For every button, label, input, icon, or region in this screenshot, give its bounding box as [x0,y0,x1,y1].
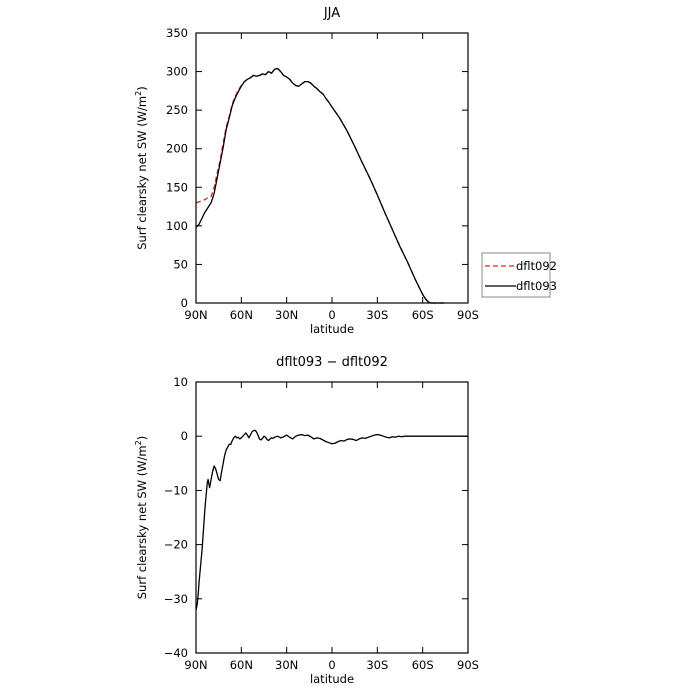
x-tick-label: 90N [184,658,207,672]
x-tick-label: 0 [328,658,335,672]
panel-1-title: dflt093 − dflt092 [276,355,388,370]
y-tick-label: 350 [166,26,188,40]
y-tick-label: −40 [164,646,188,660]
y-tick-label: −30 [164,592,188,606]
legend-label-dflt092: dflt092 [516,259,557,273]
y-axis-label-tail: ) [135,436,149,441]
x-tick-label: 90S [457,308,479,322]
top-panel-jja: JJA 90N 60N 30N 0 30S 60S 90S 0 50 100 150 200 250 300… [134,6,479,336]
y-axis-label-superscript: 2 [134,91,143,96]
x-axis-label: latitude [310,322,354,336]
bottom-panel-difference: dflt093 − dflt092 90N 60N 30N 0 30S 60S 90S −40 −… [134,355,479,686]
y-axis-label-superscript: 2 [134,440,143,445]
x-tick-label: 90S [457,658,479,672]
x-tick-label: 60N [230,658,253,672]
series-line-dflt093 [195,67,444,304]
y-tick-label: 150 [166,180,188,194]
x-tick-label: 60N [230,308,253,322]
x-tick-label: 60S [412,308,434,322]
x-tick-label: 90N [184,308,207,322]
y-tick-label: 300 [166,65,188,79]
legend-box [481,252,551,298]
y-axis-label: Surf clearsky net SW (W/m2) [134,436,149,599]
series-line-difference-0 [195,429,468,610]
x-tick-label: 60S [412,658,434,672]
legend-label-dflt093: dflt093 [516,279,557,293]
y-tick-label: 250 [166,103,188,117]
y-tick-label: 100 [166,219,188,233]
x-tick-label: 30N [275,658,298,672]
y-tick-label: −10 [164,483,188,497]
y-tick-label: 50 [173,257,188,271]
y-axis-label-main: Surf clearsky net SW (W/m [135,445,149,599]
plot-frame [195,381,469,654]
panel-0-title: JJA [323,6,340,21]
legend: dflt092 dflt093 [481,252,557,298]
x-tick-label: 30N [275,308,298,322]
x-tick-label: 0 [328,308,335,322]
y-axis-label: Surf clearsky net SW (W/m2) [134,86,149,249]
y-tick-label: 0 [181,296,188,310]
x-tick-label: 30S [366,658,388,672]
y-tick-label: 200 [166,142,188,156]
y-axis-label-tail: ) [135,86,149,91]
y-axis-label-main: Surf clearsky net SW (W/m [135,96,149,250]
plot-frame [195,32,469,304]
x-tick-label: 30S [366,308,388,322]
y-tick-label: 0 [181,429,188,443]
y-tick-label: 10 [173,375,188,389]
x-axis-label: latitude [310,672,354,686]
y-tick-label: −20 [164,538,188,552]
